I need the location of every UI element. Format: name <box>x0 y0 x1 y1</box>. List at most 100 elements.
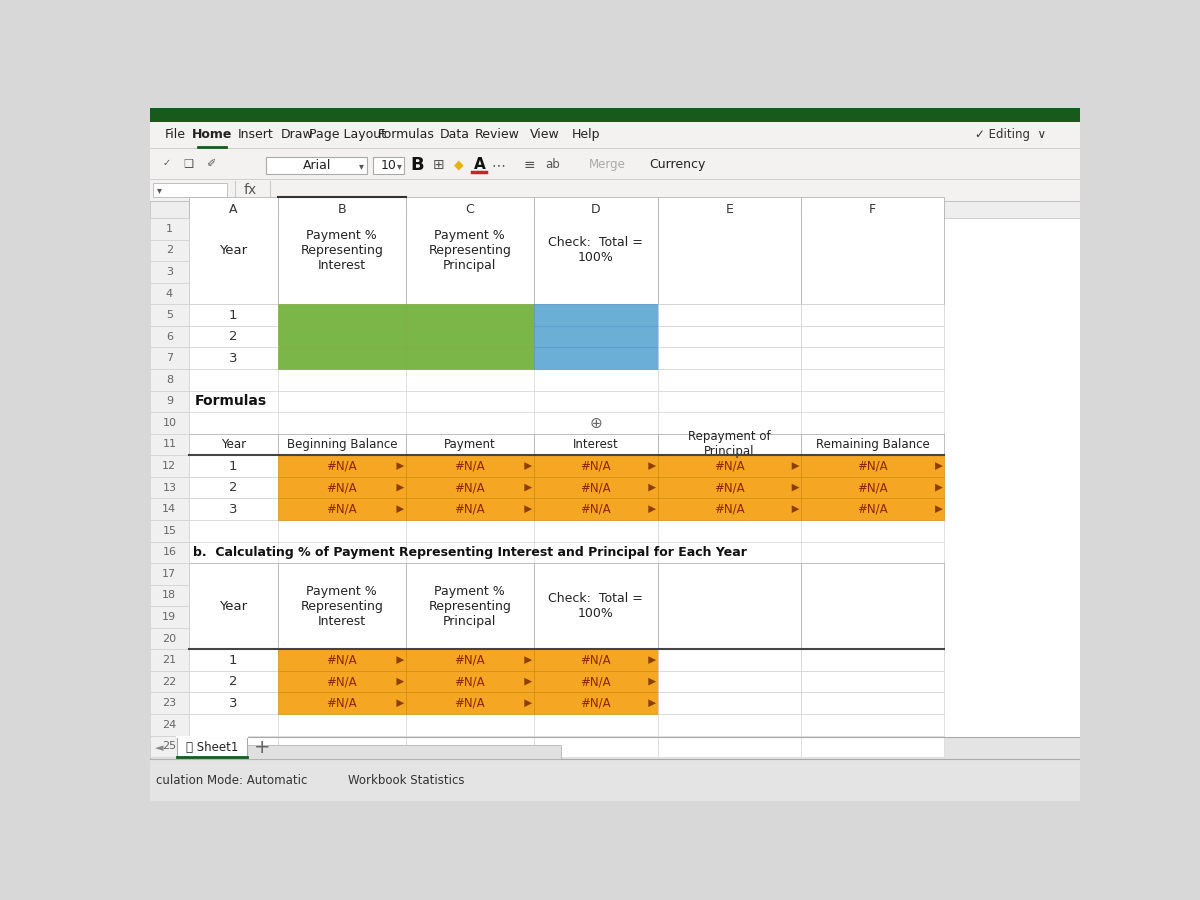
Bar <box>658 304 802 326</box>
Bar <box>802 542 944 563</box>
Bar <box>188 283 278 304</box>
Bar <box>150 283 188 304</box>
Bar <box>150 369 188 391</box>
Bar <box>802 455 944 477</box>
Bar <box>150 585 188 607</box>
Bar <box>188 326 278 347</box>
Text: File: File <box>164 129 185 141</box>
Bar <box>188 434 278 455</box>
Bar <box>802 649 944 670</box>
Text: 19: 19 <box>162 612 176 622</box>
Bar <box>802 649 944 670</box>
Bar <box>802 714 944 735</box>
Bar <box>658 692 802 714</box>
Text: ⊞: ⊞ <box>432 158 444 172</box>
Bar <box>150 585 188 607</box>
Bar <box>658 434 802 455</box>
Bar <box>150 239 188 261</box>
Bar <box>278 304 406 326</box>
Bar <box>406 585 534 607</box>
Bar <box>658 391 802 412</box>
Text: Help: Help <box>571 129 600 141</box>
Bar <box>534 326 658 347</box>
Text: ✐: ✐ <box>205 158 215 168</box>
Bar <box>188 196 278 304</box>
Bar <box>150 218 188 239</box>
Bar <box>802 670 944 692</box>
Bar <box>534 499 658 520</box>
Bar <box>278 628 406 649</box>
Bar <box>534 477 658 499</box>
Bar <box>150 202 188 218</box>
Text: 5: 5 <box>166 310 173 320</box>
Text: ◄: ◄ <box>155 742 163 753</box>
Text: Payment %
Representing
Interest: Payment % Representing Interest <box>300 229 383 272</box>
Text: 4: 4 <box>166 289 173 299</box>
Text: #N/A: #N/A <box>455 653 485 667</box>
Text: Year: Year <box>220 599 247 613</box>
Bar <box>406 347 534 369</box>
Polygon shape <box>792 484 799 491</box>
Bar <box>534 670 658 692</box>
Text: 12: 12 <box>162 461 176 471</box>
Bar <box>188 326 278 347</box>
Bar <box>658 218 802 239</box>
Bar <box>658 499 802 520</box>
Bar <box>658 649 802 670</box>
Bar <box>150 735 188 757</box>
Bar <box>802 692 944 714</box>
Text: 1: 1 <box>229 309 238 321</box>
Bar <box>278 218 406 239</box>
Bar <box>802 434 944 455</box>
Text: b.  Calculating % of Payment Representing Interest and Principal for Each Year: b. Calculating % of Payment Representing… <box>193 545 746 559</box>
Bar <box>150 202 1080 759</box>
Text: A: A <box>229 203 238 216</box>
Bar <box>278 542 406 563</box>
Text: ▾: ▾ <box>397 161 402 171</box>
Bar <box>278 649 406 670</box>
Bar <box>406 649 534 670</box>
Bar <box>188 628 278 649</box>
Bar <box>534 692 658 714</box>
Text: 11: 11 <box>162 439 176 449</box>
Bar <box>658 326 802 347</box>
Text: #N/A: #N/A <box>326 503 358 516</box>
Bar <box>154 184 227 197</box>
Polygon shape <box>396 505 404 513</box>
Text: ▾: ▾ <box>359 161 364 171</box>
Text: Payment %
Representing
Principal: Payment % Representing Principal <box>428 585 511 627</box>
Bar <box>658 628 802 649</box>
Bar <box>188 304 278 326</box>
Bar <box>188 520 278 542</box>
Bar <box>150 391 188 412</box>
Bar <box>278 735 406 757</box>
Bar <box>534 670 658 692</box>
Polygon shape <box>524 656 532 664</box>
Bar <box>188 607 278 628</box>
Bar <box>188 670 278 692</box>
Text: Check:  Total =
100%: Check: Total = 100% <box>548 592 643 620</box>
Bar <box>150 434 188 455</box>
Text: 3: 3 <box>229 352 238 365</box>
Bar <box>406 735 534 757</box>
Text: #N/A: #N/A <box>581 482 611 494</box>
Text: Insert: Insert <box>238 129 274 141</box>
Polygon shape <box>648 484 656 491</box>
Bar <box>406 304 534 326</box>
Bar <box>658 692 802 714</box>
Bar <box>278 455 406 477</box>
Bar <box>658 391 802 412</box>
Text: #N/A: #N/A <box>857 460 888 473</box>
Bar <box>188 261 278 283</box>
Bar <box>278 670 406 692</box>
Bar <box>802 326 944 347</box>
Text: D: D <box>590 203 600 216</box>
Text: 9: 9 <box>166 396 173 407</box>
Bar <box>406 714 534 735</box>
Bar <box>150 369 188 391</box>
Bar <box>534 434 658 455</box>
Bar <box>802 520 944 542</box>
Text: Draw: Draw <box>281 129 313 141</box>
Bar <box>802 628 944 649</box>
Bar <box>534 542 658 563</box>
